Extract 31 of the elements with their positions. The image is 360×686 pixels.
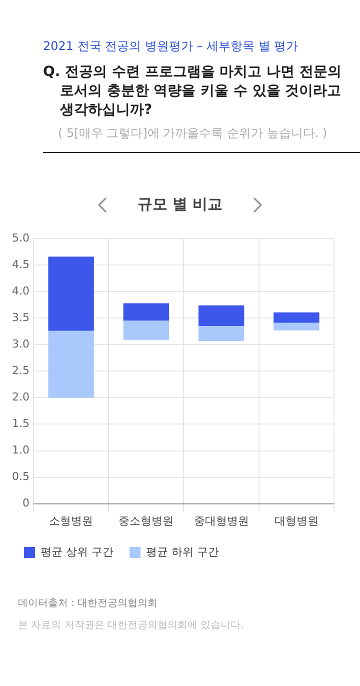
bar	[123, 320, 170, 340]
bar	[274, 322, 320, 330]
y-tick-label: 1.5	[12, 417, 30, 430]
bar	[198, 326, 244, 341]
y-tick-label: 5.0	[12, 231, 30, 244]
chart-subtitle: 2021 전국 전공의 병원평가 – 세부항목 별 평가	[43, 38, 300, 55]
x-tick-label: 대형병원	[274, 514, 318, 528]
x-tick-label: 소형병원	[49, 514, 94, 528]
y-tick-label: 3.5	[12, 311, 30, 324]
bar	[123, 303, 170, 321]
y-tick-label: 2.0	[12, 390, 30, 404]
y-tick-label: 0	[22, 496, 30, 510]
text: 본 자료의 저작권은 대한전공의협의회에 있습니다.	[17, 619, 245, 632]
x-tick-label: 중소형병원	[118, 514, 174, 528]
y-tick-label: 0.5	[12, 470, 30, 484]
text: 데이터출처 : 대한전공의협의회	[17, 597, 159, 610]
chart-title: Q. 전공의 수련 프로그램을 마치고 나면 전문의로서의 충분한 역량을 키울 수 있을 것이라고 생각하십니까?	[43, 63, 342, 120]
legend-label: 평균 상위 구간	[40, 545, 114, 558]
y-tick-label: 4.5	[12, 258, 30, 271]
bar	[198, 305, 244, 326]
bar	[48, 330, 94, 398]
text: 규모 별 비교	[137, 195, 223, 214]
text: ( 5[매우 그렇다]에 가까울수록 순위가 높습니다. )	[57, 125, 328, 142]
y-tick-label: 1.0	[12, 444, 30, 457]
y-tick-label: 3.0	[12, 338, 30, 351]
bar	[48, 256, 94, 331]
legend-label: 평균 하위 구간	[146, 545, 219, 558]
y-tick-label: 2.5	[12, 364, 30, 378]
x-tick-label: 중대형병원	[194, 514, 249, 528]
bar	[274, 312, 320, 323]
y-tick-label: 4.0	[12, 284, 30, 298]
